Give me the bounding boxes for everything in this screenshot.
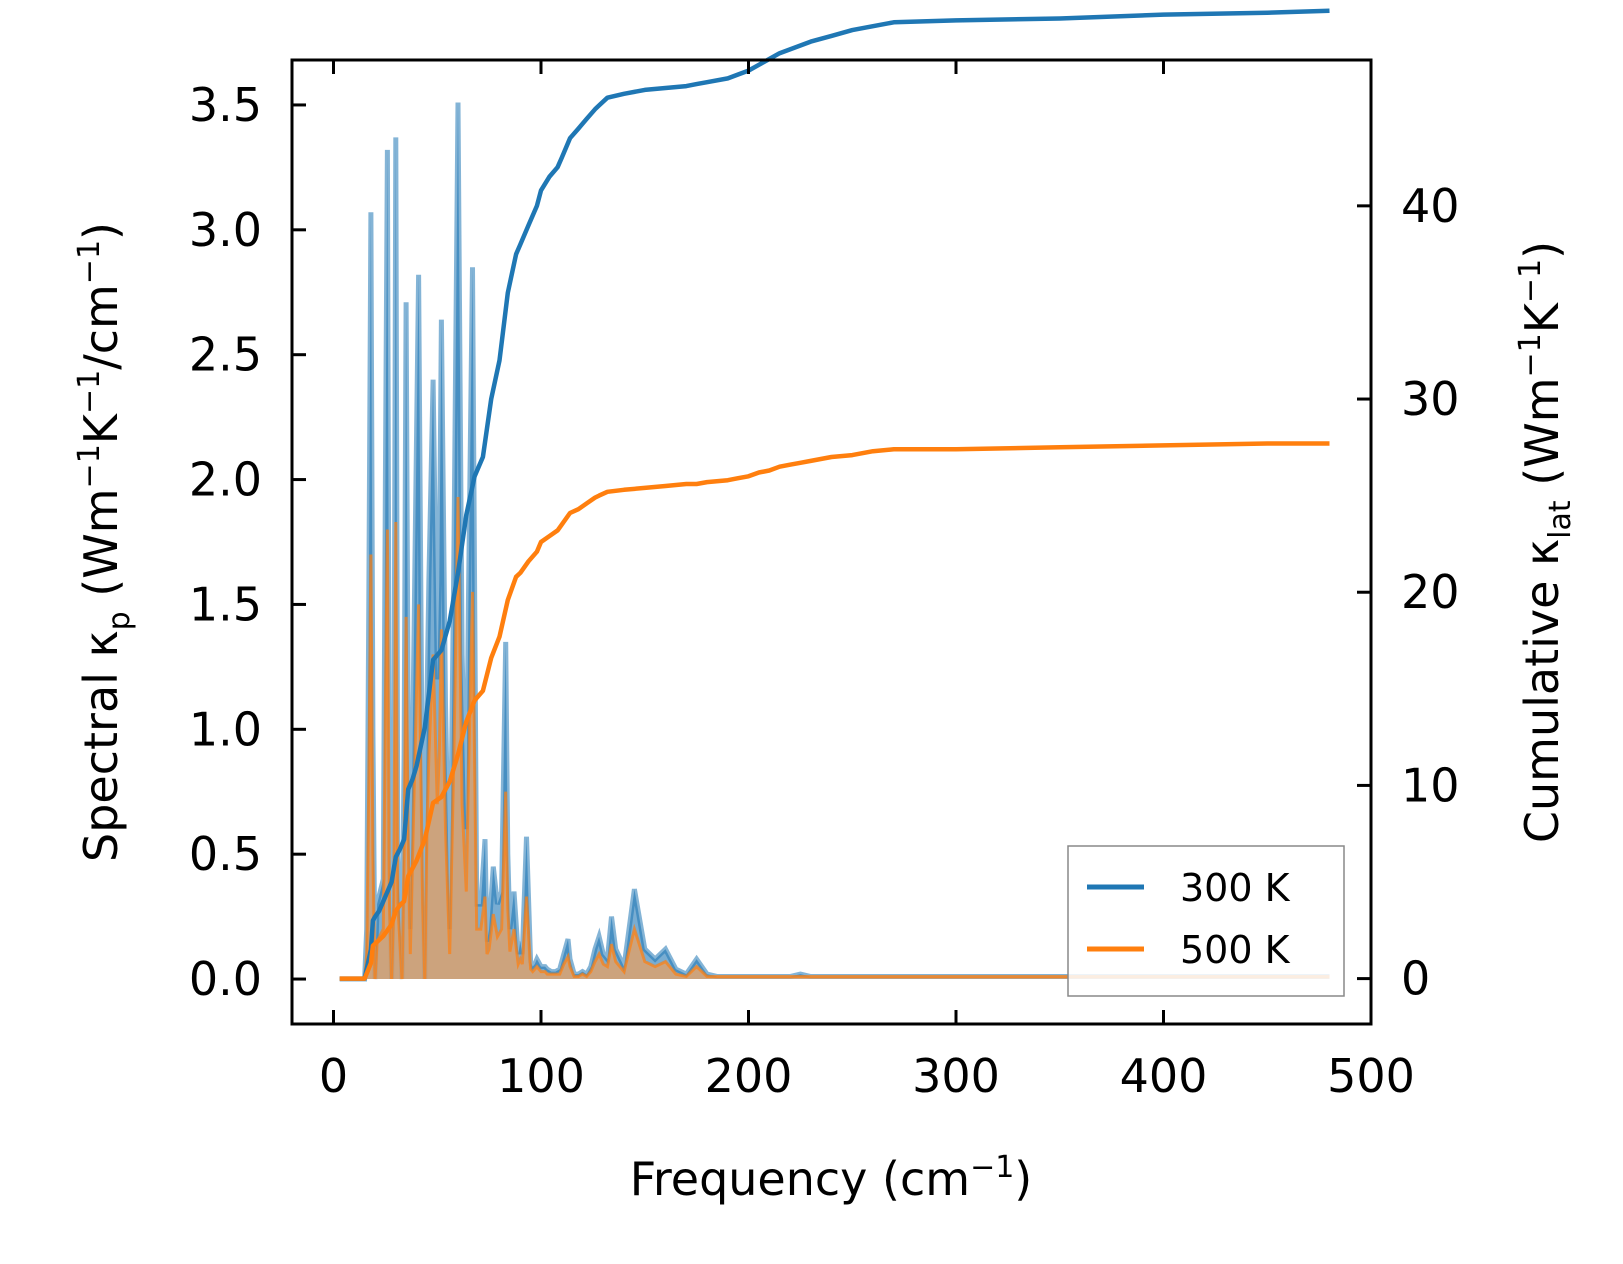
y-left-tick-label: 0.5: [189, 827, 262, 881]
x-tick-label: 400: [1120, 1049, 1208, 1103]
y-right-tick-label: 30: [1401, 372, 1460, 426]
right-y-axis-ticks: 0 10 20 30 40: [1357, 179, 1460, 1006]
series-lines: [339, 8, 1330, 981]
left-y-axis-ticks: 0.0 0.5 1.0 1.5 2.0 2.5 3.0 3.5: [189, 78, 306, 1006]
y-left-tick-label: 2.0: [189, 453, 262, 507]
legend-label-300k: 300 K: [1180, 866, 1291, 910]
spectral-500k-area: [339, 497, 1330, 979]
x-axis-label: Frequency (cm−1): [630, 1150, 1033, 1206]
y-left-tick-label: 1.0: [189, 702, 262, 756]
spectral-fills: [339, 102, 1330, 982]
legend-label-500k: 500 K: [1180, 928, 1291, 972]
y-left-tick-label: 2.5: [189, 328, 262, 382]
y-right-tick-label: 0: [1401, 952, 1430, 1006]
y-left-tick-label: 3.5: [189, 78, 262, 132]
x-tick-label: 300: [912, 1049, 1000, 1103]
y-right-tick-label: 40: [1401, 179, 1460, 233]
cumulative-500k-line: [339, 441, 1330, 981]
legend-box: [1067, 845, 1345, 997]
x-tick-label: 100: [497, 1049, 585, 1103]
y-left-tick-label: 3.0: [189, 203, 262, 257]
right-y-axis-label: Cumulative κlat (Wm−1K−1): [1513, 241, 1578, 843]
left-y-axis-label: Spectral κp (Wm−1K−1/cm−1): [72, 222, 137, 862]
legend: 300 K 500 K: [1067, 845, 1345, 997]
y-right-tick-label: 10: [1401, 758, 1460, 812]
cumulative-300k-line: [339, 8, 1330, 981]
plot-frame: [290, 58, 1373, 1026]
x-tick-label: 0: [319, 1049, 348, 1103]
x-tick-label: 500: [1327, 1049, 1415, 1103]
x-tick-label: 200: [705, 1049, 793, 1103]
y-right-tick-label: 20: [1401, 565, 1460, 619]
x-axis-ticks: 0 100 200 300 400 500: [319, 60, 1415, 1103]
y-left-tick-label: 0.0: [189, 952, 262, 1006]
spectral-500k-outline: [339, 496, 1330, 981]
y-left-tick-label: 1.5: [189, 577, 262, 631]
